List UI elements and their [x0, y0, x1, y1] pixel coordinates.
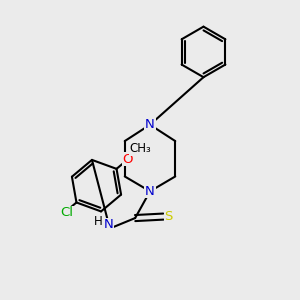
Text: H: H — [94, 215, 103, 228]
Text: N: N — [145, 118, 155, 131]
Text: N: N — [145, 185, 155, 198]
Text: S: S — [164, 210, 173, 223]
Text: Cl: Cl — [60, 206, 74, 220]
Text: CH₃: CH₃ — [130, 142, 151, 155]
Text: N: N — [103, 218, 113, 231]
Text: O: O — [123, 153, 133, 166]
